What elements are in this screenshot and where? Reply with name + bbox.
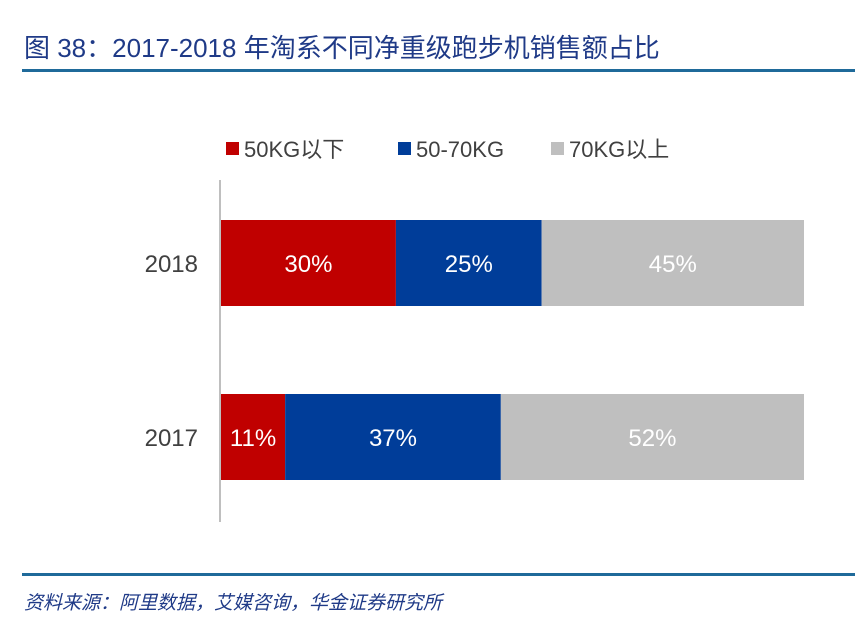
legend-label: 70KG以上 [569, 137, 669, 162]
figure-title: 图 38：2017-2018 年淘系不同净重级跑步机销售额占比 [24, 33, 660, 63]
source-note: 资料来源：阿里数据，艾媒咨询，华金证券研究所 [24, 593, 443, 614]
legend-swatch [226, 142, 239, 155]
legend-label: 50KG以下 [244, 137, 344, 162]
category-label: 2018 [145, 251, 198, 278]
bar-segment [500, 394, 804, 480]
data-label: 30% [284, 251, 332, 278]
data-label: 37% [369, 425, 417, 452]
title-divider [22, 69, 855, 72]
bar-segment [285, 394, 501, 480]
bar-segment [221, 220, 396, 306]
data-label: 11% [230, 425, 276, 452]
data-label: 52% [628, 425, 676, 452]
legend-label: 50-70KG [416, 137, 504, 162]
bar-segment [395, 220, 542, 306]
category-label: 2017 [145, 425, 198, 452]
bar-segment [541, 220, 804, 306]
data-label: 25% [445, 251, 493, 278]
data-label: 45% [649, 251, 697, 278]
bar-segment [221, 394, 286, 480]
legend-swatch [398, 142, 411, 155]
legend-swatch [551, 142, 564, 155]
source-divider [22, 573, 855, 576]
